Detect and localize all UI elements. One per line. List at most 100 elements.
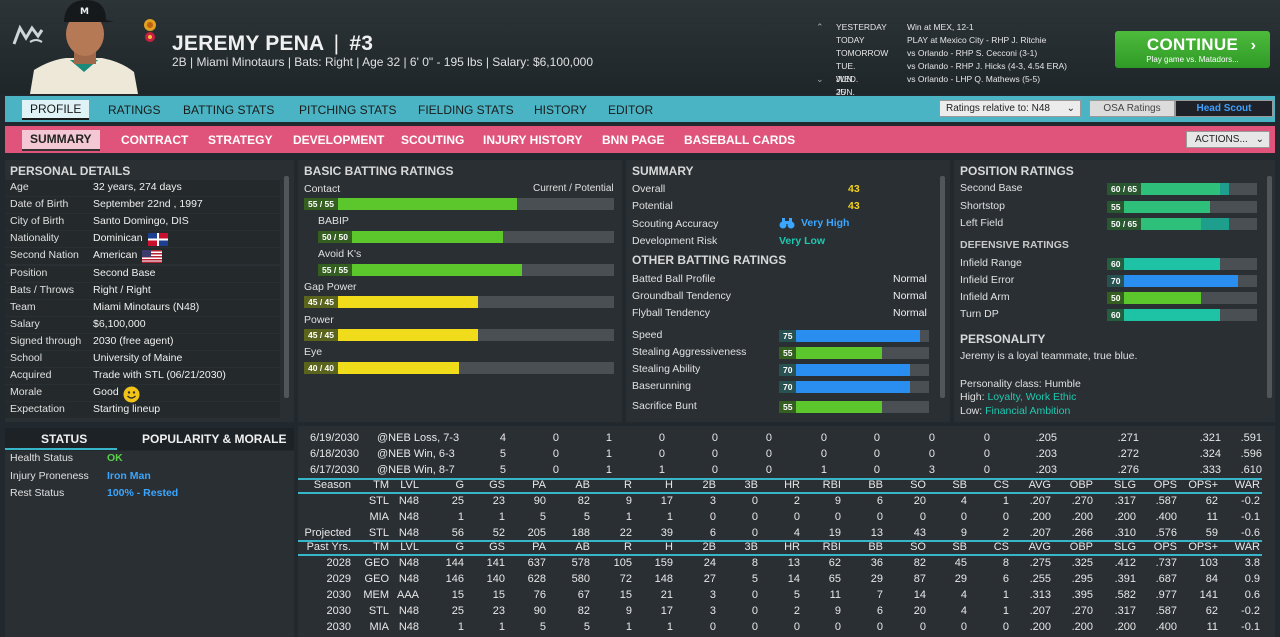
sub-tabs: SUMMARY CONTRACT STRATEGY DEVELOPMENT SC… (5, 126, 1275, 153)
season-header-cell: BB (868, 479, 883, 491)
past-header-cell: H (665, 541, 673, 553)
past-header-cell: SB (952, 541, 967, 553)
past-row-cell: .317 (1114, 605, 1136, 617)
injury-proneness-label: Injury Proneness (10, 470, 89, 482)
game-log-cell: @NEB Win, 6-3 (377, 448, 455, 460)
tab-contract[interactable]: CONTRACT (121, 133, 189, 147)
dominican-flag-icon (148, 233, 168, 246)
tab-fielding-stats[interactable]: FIELDING STATS (418, 103, 514, 117)
position-rating-bar: 50 / 65 (1107, 218, 1257, 230)
tab-baseball-cards[interactable]: BASEBALL CARDS (684, 133, 796, 147)
tab-batting-stats[interactable]: BATTING STATS (183, 103, 275, 117)
tab-development[interactable]: DEVELOPMENT (293, 133, 385, 147)
personal-value: September 22nd , 1997 (93, 198, 203, 211)
tab-scouting[interactable]: SCOUTING (401, 133, 465, 147)
past-row-cell: .275 (1029, 557, 1051, 569)
game-log-cell: 0 (983, 464, 990, 476)
season-row-cell: 0 (876, 511, 883, 523)
personal-scrollbar[interactable] (284, 176, 289, 398)
past-row-cell: .395 (1071, 589, 1093, 601)
tab-bnn-page[interactable]: BNN PAGE (602, 133, 665, 147)
past-row-cell: 5 (583, 621, 590, 633)
game-log-cell: .596 (1240, 448, 1262, 460)
past-row-cell: MIA (369, 621, 389, 633)
past-header-cell: 2B (702, 541, 716, 553)
game-log-cell: 6/19/2030 (310, 432, 359, 444)
game-log-cell: 1 (658, 464, 665, 476)
schedule-up-icon[interactable]: ⌃ (816, 22, 824, 32)
past-row-cell: 29 (870, 573, 883, 585)
tab-pitching-stats[interactable]: PITCHING STATS (299, 103, 397, 117)
past-row-cell: .412 (1114, 557, 1136, 569)
season-row-cell: 6 (876, 495, 883, 507)
team-logo-icon (12, 24, 44, 45)
past-row-cell: .200 (1029, 621, 1051, 633)
game-log-cell: 0 (658, 448, 665, 460)
season-row-cell: 4 (793, 527, 800, 539)
past-row-cell: 65 (828, 573, 841, 585)
defensive-rating-bar-fill (1107, 258, 1220, 270)
past-row-cell: 6 (1002, 573, 1009, 585)
baserunning-rating-bar-value: 55 (779, 401, 797, 413)
game-log-cell: 0 (658, 432, 665, 444)
past-row-cell: 5 (539, 621, 546, 633)
continue-button[interactable]: CONTINUE Play game vs. Matadors... › (1115, 31, 1270, 68)
past-header-cell: RBI (822, 541, 841, 553)
season-header-cell: GS (489, 479, 505, 491)
season-row-cell: .400 (1155, 511, 1177, 523)
position-scrollbar[interactable] (1267, 176, 1272, 398)
tab-strategy[interactable]: STRATEGY (208, 133, 273, 147)
baserunning-rating-bar: 70 (779, 381, 929, 393)
season-header-cell: AB (575, 479, 590, 491)
tab-injury-history[interactable]: INJURY HISTORY (483, 133, 583, 147)
head-scout-toggle[interactable]: Head Scout (1175, 100, 1273, 117)
potential-value: 43 (848, 200, 860, 212)
season-row-cell: 1 (457, 511, 464, 523)
tab-summary[interactable]: SUMMARY (22, 130, 100, 151)
past-row-cell: GEO (364, 557, 389, 569)
past-row-cell: N48 (398, 573, 419, 585)
personality-text: Jeremy is a loyal teammate, true blue. (960, 350, 1138, 362)
osa-ratings-toggle[interactable]: OSA Ratings (1089, 100, 1175, 117)
tab-profile[interactable]: PROFILE (22, 100, 90, 120)
personal-label: Expectation (10, 403, 65, 416)
past-row-cell: 0 (876, 621, 883, 633)
ratings-relative-select[interactable]: Ratings relative to: N48 ⌄ (939, 100, 1081, 117)
personal-row (5, 214, 280, 231)
game-log-cell: 0 (873, 432, 880, 444)
batting-rating-bar: 55 / 55 (304, 198, 614, 210)
summary-scrollbar[interactable] (940, 176, 945, 398)
game-log-cell: .591 (1240, 432, 1262, 444)
past-row-cell: 82 (577, 605, 590, 617)
tab-popularity-morale[interactable]: POPULARITY & MORALE (142, 432, 287, 446)
personality-class: Personality class: Humble (960, 378, 1081, 390)
defensive-ratings-title: DEFENSIVE RATINGS (960, 239, 1069, 251)
tab-history[interactable]: HISTORY (534, 103, 587, 117)
season-row-cell: .200 (1071, 511, 1093, 523)
schedule-down-icon[interactable]: ⌄ (816, 74, 824, 84)
baserunning-rating-bar: 55 (779, 347, 929, 359)
season-header-cell: SO (910, 479, 926, 491)
defensive-rating-bar-fill (1107, 292, 1201, 304)
season-row-cell: 0 (834, 511, 841, 523)
batting-rating-bar-value: 50 / 50 (318, 231, 352, 243)
batting-rating-bar: 50 / 50 (318, 231, 614, 243)
batting-rating-bar: 55 / 55 (318, 264, 614, 276)
tab-status[interactable]: STATUS (41, 432, 88, 446)
tab-ratings[interactable]: RATINGS (108, 103, 161, 117)
main-tabs: PROFILE RATINGS BATTING STATS PITCHING S… (5, 96, 1275, 122)
personal-row (5, 402, 280, 419)
past-row-cell: 36 (870, 557, 883, 569)
past-row-cell: 578 (571, 557, 590, 569)
season-header-cell: H (665, 479, 673, 491)
past-row-cell: 8 (1002, 557, 1009, 569)
baserunning-rating-bar: 75 (779, 330, 929, 342)
game-log-cell: .324 (1199, 448, 1221, 460)
personal-row (5, 282, 280, 299)
personality-low: Low: Financial Ambition (960, 405, 1071, 417)
potential-label: Potential (632, 200, 673, 212)
actions-dropdown[interactable]: ACTIONS... ⌄ (1186, 131, 1270, 148)
batting-rating-bar-value: 45 / 45 (304, 296, 338, 308)
tab-editor[interactable]: EDITOR (608, 103, 654, 117)
personal-value[interactable]: Miami Minotaurs (N48) (93, 300, 200, 313)
